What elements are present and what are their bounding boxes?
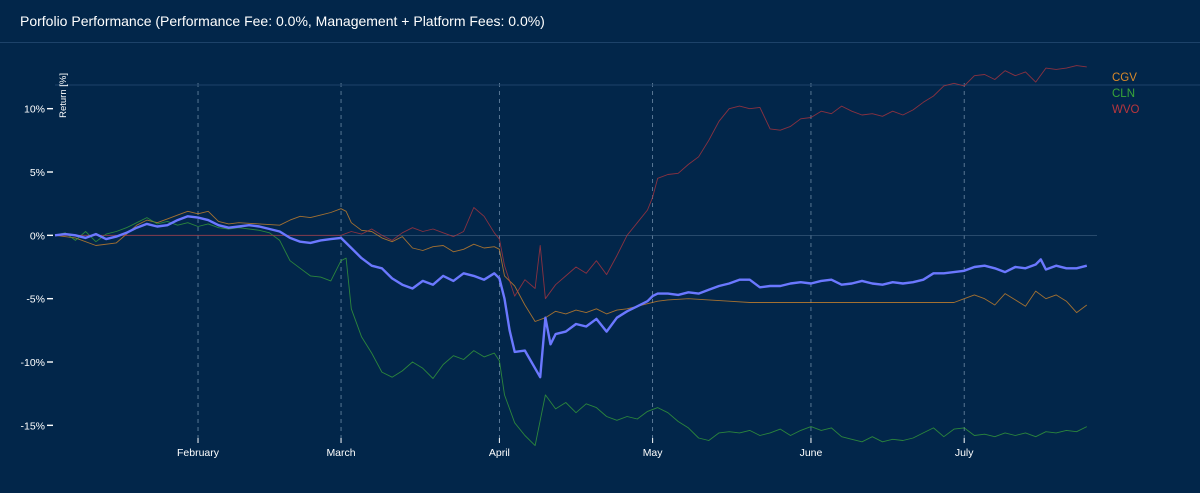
legend: CGV CLN WVO (1112, 72, 1140, 116)
x-tick-label: April (489, 447, 510, 459)
chart-title: Porfolio Performance (Performance Fee: 0… (20, 13, 545, 29)
y-tick-label: -10% (20, 357, 45, 369)
grid-layer (55, 83, 1200, 438)
y-tick-label: 0% (30, 230, 45, 242)
legend-item-cln[interactable]: CLN (1112, 88, 1135, 100)
y-tick-label: 10% (24, 104, 45, 116)
x-tick-label: March (326, 447, 355, 459)
series-line-wvo (55, 65, 1087, 300)
y-axis-label: Return [%] (58, 73, 69, 118)
y-axis: 10% 5% 0% -5% -10% -15% (20, 104, 53, 432)
series-line-cgv (54, 208, 1088, 322)
y-tick-label: -15% (20, 420, 45, 432)
legend-item-cgv[interactable]: CGV (1112, 72, 1137, 84)
y-tick-label: 5% (30, 167, 45, 179)
x-tick-label: May (643, 447, 664, 459)
performance-chart: 10% 5% 0% -5% -10% -15% February March April May… (20, 65, 1200, 459)
series-line-portfolio (54, 215, 1088, 379)
x-tick-label: June (800, 447, 823, 459)
y-tick-label: -5% (26, 294, 45, 306)
series-line-cln (54, 217, 1088, 447)
x-axis: February March April May June July (177, 438, 974, 459)
chart-header: Porfolio Performance (Performance Fee: 0… (0, 0, 1200, 43)
series-layer (54, 65, 1088, 447)
x-tick-label: February (177, 447, 220, 459)
legend-item-wvo[interactable]: WVO (1112, 104, 1140, 116)
x-tick-label: July (955, 447, 974, 459)
